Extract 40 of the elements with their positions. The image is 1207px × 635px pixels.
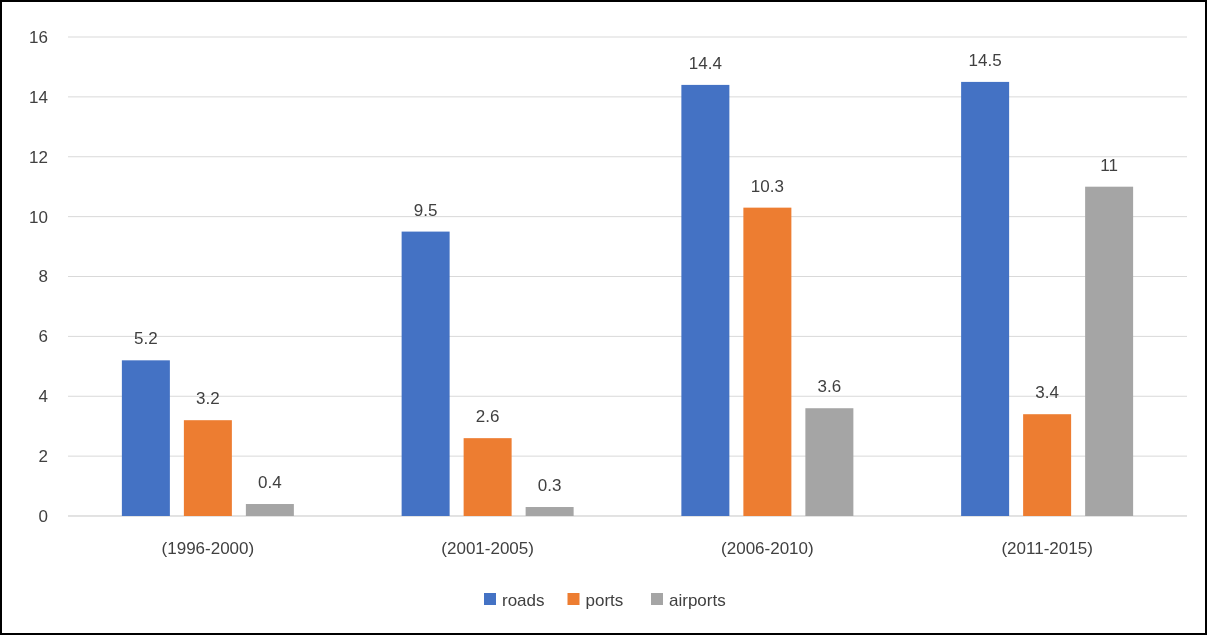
x-tick-label: (2011-2015) [1001,539,1093,558]
y-tick-label: 2 [38,447,48,467]
data-label: 9.5 [413,200,438,220]
data-label: 5.2 [134,329,158,349]
y-tick-label: 12 [29,147,48,167]
data-label: 10.3 [750,176,784,196]
data-label: 3.6 [817,377,842,397]
bar [183,420,232,516]
legend-label: ports [585,590,624,610]
x-tick-label: (2001-2005) [441,539,534,558]
y-tick-label: 0 [38,506,48,526]
y-tick-label: 14 [29,87,48,107]
data-label: 11 [1100,155,1118,175]
data-label: 3.4 [1035,383,1059,403]
data-label: 0.3 [537,476,562,496]
y-tick-label: 4 [38,387,48,407]
bar [681,84,730,516]
bar [463,438,512,516]
data-label: 14.4 [688,53,722,73]
bar [525,507,574,516]
data-label: 3.2 [196,389,220,409]
bar [121,360,170,516]
x-tick-label: (1996-2000) [161,539,255,558]
legend-label: airports [669,590,726,610]
bar [1085,186,1134,516]
bar [401,231,450,516]
legend-label: roads [502,590,545,610]
bar [961,81,1010,516]
y-tick-label: 10 [29,207,48,227]
data-label: 14.5 [968,50,1002,70]
bar [805,408,854,516]
bar [1023,414,1072,516]
y-tick-label: 8 [38,267,48,287]
bar [245,504,294,516]
x-tick-label: (2006-2010) [721,539,814,558]
bar [743,207,792,516]
y-tick-label: 16 [29,27,48,47]
data-label: 0.4 [258,473,282,493]
data-label: 2.6 [475,407,500,427]
y-tick-label: 6 [38,327,48,347]
